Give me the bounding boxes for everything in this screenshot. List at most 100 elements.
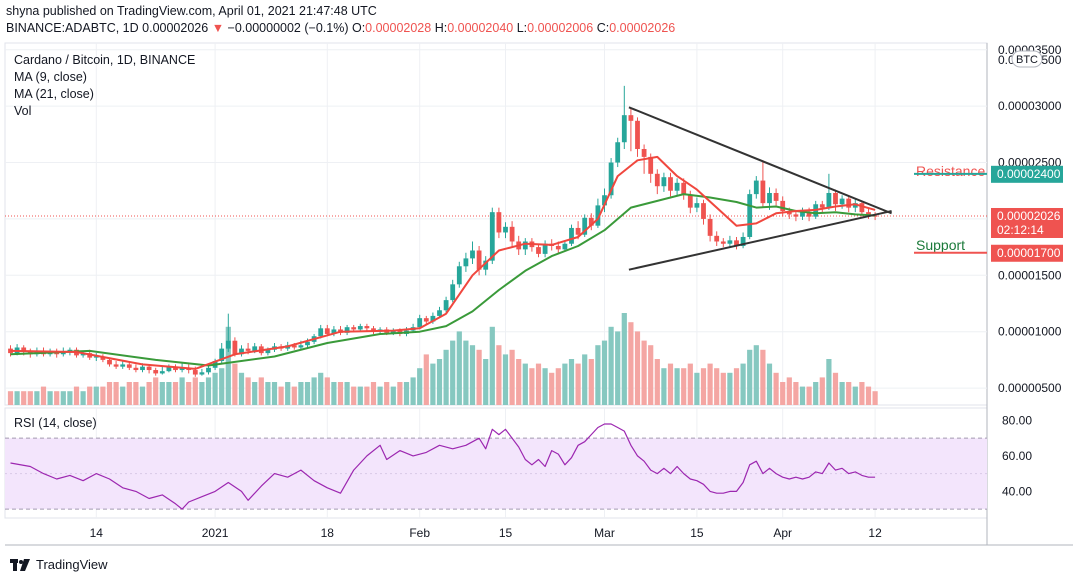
candle	[503, 222, 508, 239]
candle	[173, 364, 178, 373]
volume-bar	[291, 386, 297, 405]
volume-bar	[225, 326, 231, 405]
candle-body	[450, 284, 456, 301]
candle-body	[806, 212, 812, 217]
volume-bar	[258, 377, 264, 405]
volume-bar	[219, 368, 225, 405]
candle-body	[225, 340, 231, 349]
volume-bar	[648, 345, 654, 405]
candle-body	[153, 370, 159, 374]
candle-body	[179, 367, 185, 371]
candle-body	[476, 250, 482, 270]
volume-bar	[159, 382, 165, 405]
volume-bar	[21, 391, 27, 405]
volume-bar	[212, 372, 218, 405]
candle	[371, 326, 376, 334]
candle	[727, 235, 733, 248]
low-label: L:	[516, 21, 528, 35]
candle	[8, 345, 13, 357]
volume-bar	[120, 386, 126, 405]
candle	[496, 207, 502, 239]
candle-body	[555, 245, 561, 250]
volume-bar	[27, 391, 33, 405]
candle-body	[846, 198, 852, 208]
candle-body	[437, 310, 442, 316]
candle	[602, 188, 607, 213]
candle-body	[608, 162, 614, 196]
candle	[120, 361, 126, 369]
volume-bar	[139, 386, 146, 405]
candle-body	[430, 315, 436, 322]
volume-bar	[73, 386, 80, 405]
rsi-tick-label: 60.00	[1002, 449, 1032, 463]
candle-body	[489, 212, 495, 261]
volume-bar	[390, 386, 396, 405]
volume-bar	[93, 386, 99, 405]
volume-bar	[456, 331, 462, 405]
candle-body	[747, 194, 753, 237]
volume-bar	[641, 340, 647, 405]
candle-body	[239, 348, 244, 355]
candle-body	[734, 240, 739, 246]
volume-bar	[370, 382, 377, 405]
candle	[225, 313, 231, 352]
x-tick-label: 2021	[202, 526, 229, 540]
volume-bar	[106, 382, 113, 405]
volume-bar	[872, 391, 878, 405]
candle-body	[727, 240, 733, 244]
ma21-legend[interactable]: MA (21, close)	[14, 87, 94, 101]
candle-body	[60, 351, 66, 355]
candle-body	[232, 340, 238, 355]
volume-bar	[549, 372, 555, 405]
x-tick-label: 14	[90, 526, 104, 540]
candle	[668, 172, 673, 197]
candle	[562, 240, 568, 252]
volume-bar	[694, 372, 700, 405]
volume-bar	[67, 391, 73, 405]
volume-bar	[232, 363, 238, 405]
volume-bar	[832, 372, 839, 405]
candle-body	[866, 212, 871, 216]
candle-body	[173, 366, 178, 371]
chart-title: Cardano / Bitcoin, 1D, BINANCE	[14, 53, 196, 67]
volume-bar	[60, 391, 66, 405]
candle-body	[687, 195, 693, 208]
candle	[199, 368, 205, 376]
volume-bar	[14, 391, 20, 405]
candle	[661, 172, 667, 192]
volume-bar	[166, 382, 172, 405]
candle-body	[615, 142, 621, 163]
candle-body	[536, 247, 541, 254]
footer-brand[interactable]: TradingView	[10, 557, 108, 572]
rsi-legend[interactable]: RSI (14, close)	[14, 416, 97, 430]
volume-bar	[588, 359, 594, 405]
volume-bar	[265, 382, 271, 405]
volume-bar	[397, 382, 403, 405]
candle-body	[641, 149, 647, 157]
open-value: 0.00002028	[365, 21, 432, 35]
volume-bar	[773, 372, 779, 405]
candle-body	[417, 318, 423, 328]
candle-body	[833, 192, 838, 205]
ma9-legend[interactable]: MA (9, close)	[14, 70, 87, 84]
volume-bar	[555, 368, 561, 405]
volume-legend[interactable]: Vol	[14, 104, 32, 118]
volume-bar	[410, 377, 416, 405]
volume-bar	[568, 359, 575, 405]
volume-bar	[542, 368, 548, 405]
candle	[536, 243, 541, 258]
candle-body	[760, 180, 766, 204]
candle-body	[826, 192, 832, 208]
close-label: C:	[596, 21, 610, 35]
candle-body	[595, 205, 601, 226]
volume-bar	[430, 363, 436, 405]
high-label: H:	[434, 21, 448, 35]
candle-body	[496, 212, 502, 233]
candle	[483, 256, 489, 276]
price-tick-label: 0.00001000	[998, 325, 1062, 339]
volume-bar	[615, 331, 621, 405]
x-tick-label: 18	[321, 526, 335, 540]
volume-bar	[351, 386, 357, 405]
candle-body	[443, 300, 449, 311]
